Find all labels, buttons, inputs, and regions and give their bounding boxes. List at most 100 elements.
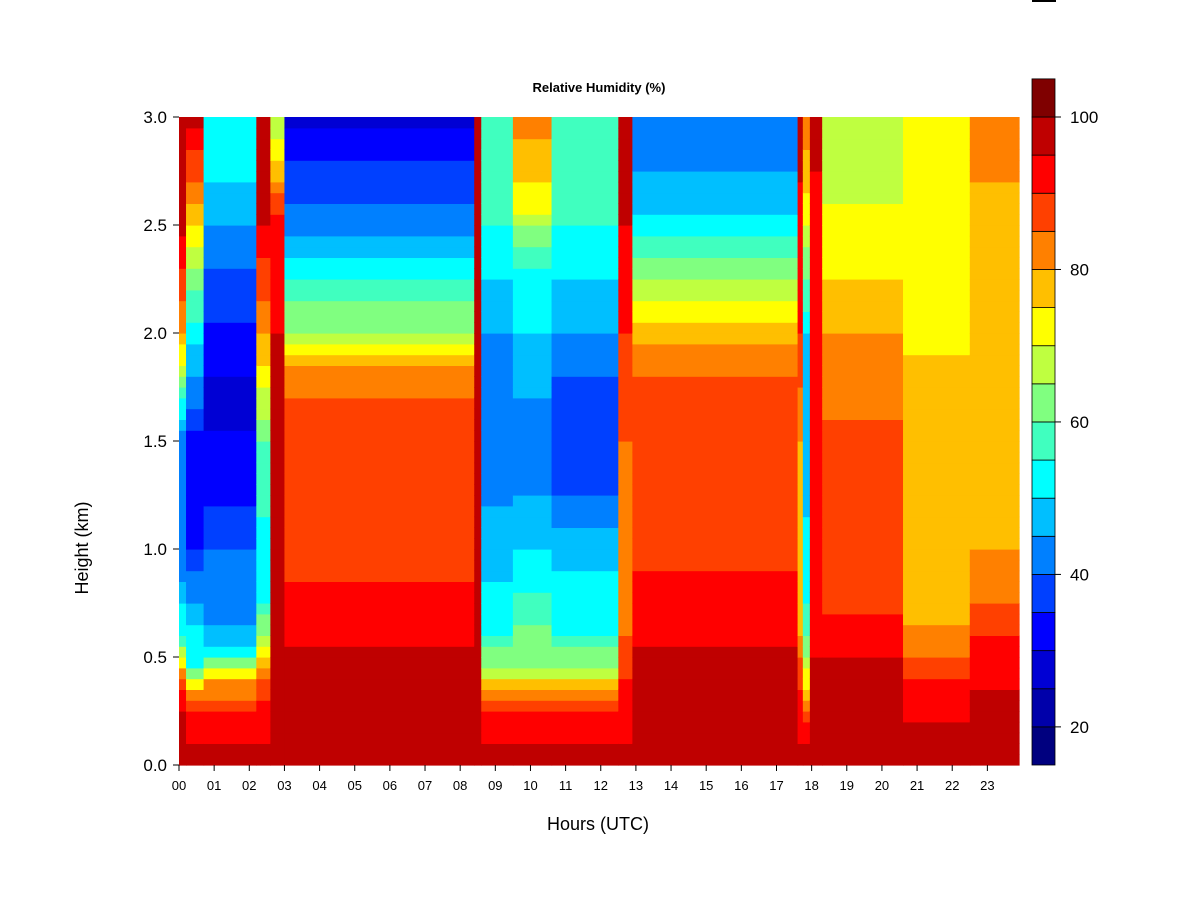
heatmap-cell [618,138,633,150]
heatmap-cell [270,570,286,582]
heatmap-cell [512,365,553,377]
heatmap-cell [474,257,482,269]
heatmap-cell [284,484,475,496]
heatmap-cell [802,214,811,226]
heatmap-cell [903,559,971,572]
heatmap-cell [256,505,271,518]
heatmap-cell [284,538,475,550]
heatmap-cell [903,635,971,647]
heatmap-cell [179,430,187,442]
heatmap-cell [969,127,1020,140]
heatmap-cell [203,387,257,399]
heatmap-cell [481,732,514,744]
heatmap-cell [179,538,187,550]
heatmap-cell [203,613,257,626]
heatmap-cell [618,624,633,636]
heatmap-cell [481,754,514,766]
heatmap-cell [256,354,271,366]
heatmap-cell [203,225,257,237]
heatmap-cell [802,376,811,388]
heatmap-cell [186,365,205,377]
heatmap-cell [256,603,271,615]
heatmap-cell [797,203,804,215]
heatmap-cell [179,451,187,464]
heatmap-cell [284,235,475,248]
heatmap-cell [802,203,811,215]
heatmap-cell [256,322,271,334]
heatmap-cell [474,441,482,453]
heatmap-cell [481,603,514,615]
heatmap-cell [618,559,633,572]
heatmap-cell [474,354,482,366]
heatmap-cell [512,549,553,561]
heatmap-column-7 [481,117,514,766]
heatmap-cell [179,559,187,572]
heatmap-cell [632,570,799,582]
heatmap-cell [802,354,811,366]
heatmap-cell [809,311,823,323]
heatmap-cell [512,505,553,518]
heatmap-cell [822,538,904,550]
heatmap-cell [809,516,823,528]
heatmap-cell [256,333,271,345]
heatmap-cell [802,365,811,377]
heatmap-cell [474,214,482,226]
heatmap-cell [474,711,482,723]
heatmap-cell [481,667,514,680]
heatmap-cell [903,192,971,204]
heatmap-cell [618,538,633,550]
heatmap-cell [284,376,475,388]
heatmap-cell [474,646,482,658]
heatmap-cell [186,225,205,237]
heatmap-cell [481,484,514,496]
heatmap-cell [797,430,804,442]
heatmap-cell [203,754,257,766]
heatmap-cell [797,667,804,680]
heatmap-cell [903,495,971,507]
heatmap-cell [179,527,187,539]
heatmap-cell [618,354,633,366]
heatmap-cell [481,657,514,669]
heatmap-cell [822,257,904,269]
heatmap-cell [203,430,257,442]
heatmap-cell [186,289,205,302]
heatmap-cell [179,171,187,183]
heatmap-cell [203,257,257,269]
heatmap-cell [284,149,475,161]
heatmap-cell [512,721,553,734]
heatmap-cell [809,462,823,474]
heatmap-cell [822,419,904,431]
heatmap-cell [474,451,482,464]
heatmap-cell [284,387,475,399]
heatmap-cell [481,689,514,701]
heatmap-cell [270,732,286,744]
heatmap-cell [256,171,271,183]
heatmap-cell [809,225,823,237]
heatmap-cell [809,160,823,172]
heatmap-cell [903,279,971,291]
heatmap-cell [270,743,286,755]
heatmap-cell [512,678,553,690]
heatmap-cell [903,376,971,388]
heatmap-cell [474,322,482,334]
heatmap-cell [822,549,904,561]
heatmap-cell [618,657,633,669]
heatmap-cell [284,624,475,636]
heatmap-cell [618,516,633,528]
heatmap-cell [512,441,553,453]
heatmap-cell [551,635,619,647]
heatmap-cell [632,678,799,690]
heatmap-cell [256,516,271,528]
heatmap-cell [551,581,619,593]
heatmap-cell [969,527,1020,539]
heatmap-cell [270,689,286,701]
heatmap-cell [797,743,804,755]
heatmap-cell [284,451,475,464]
heatmap-cell [256,214,271,226]
heatmap-cell [179,441,187,453]
heatmap-cell [186,354,205,366]
heatmap-cell [203,160,257,172]
heatmap-cell [256,311,271,323]
heatmap-cell [903,700,971,712]
heatmap-cell [632,268,799,280]
